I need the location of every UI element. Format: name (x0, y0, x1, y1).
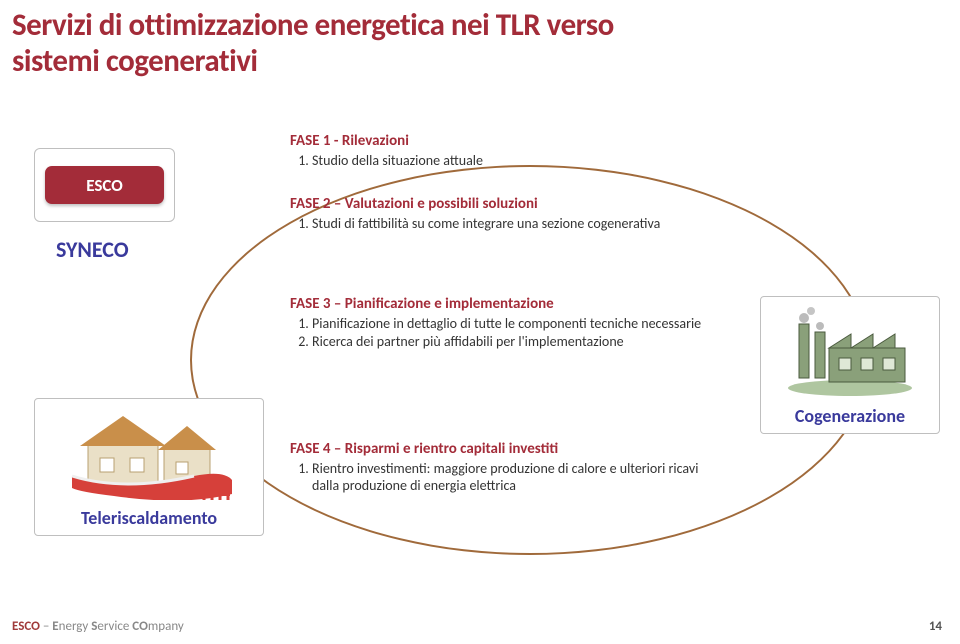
cogenerazione-caption: Cogenerazione (795, 405, 905, 427)
esco-box: ESCO (34, 148, 175, 222)
footer-rest: – Energy Service COmpany (40, 619, 184, 634)
teleriscaldamento-caption: Teleriscaldamento (81, 507, 217, 529)
footer: ESCO – Energy Service COmpany (12, 619, 184, 634)
esco-label: ESCO (45, 166, 164, 204)
phase-1-item-1: Studio della situazione attuale (312, 152, 720, 170)
page-title-line1: Servizi di ottimizzazione energetica nei… (12, 8, 792, 44)
phase-3-item-1: Pianificazione in dettaglio di tutte le … (312, 315, 720, 333)
phase-1-heading: FASE 1 - Rilevazioni (290, 132, 720, 151)
phase-3-heading: FASE 3 – Pianificazione e implementazion… (290, 295, 720, 314)
syneco-label: SYNECO (56, 236, 129, 263)
house-scarf-icon (41, 403, 257, 505)
phase-2: FASE 2 – Valutazioni e possibili soluzio… (290, 195, 720, 233)
phase-3-item-2: Ricerca dei partner più affidabili per l… (312, 333, 720, 351)
phase-4-item-1: Rientro investimenti: maggiore produzion… (312, 460, 720, 495)
phase-4-heading: FASE 4 – Risparmi e rientro capitali inv… (290, 440, 720, 459)
teleriscaldamento-box: Teleriscaldamento (34, 398, 264, 536)
cogenerazione-box: Cogenerazione (760, 296, 940, 434)
phase-4: FASE 4 – Risparmi e rientro capitali inv… (290, 440, 720, 496)
phase-3: FASE 3 – Pianificazione e implementazion… (290, 295, 720, 352)
phase-2-item-1: Studi di fattibilità su come integrare u… (312, 215, 720, 233)
phase-2-heading: FASE 2 – Valutazioni e possibili soluzio… (290, 195, 720, 214)
factory-icon (767, 301, 933, 403)
phase-1: FASE 1 - Rilevazioni Studio della situaz… (290, 132, 720, 170)
page-title-block: Servizi di ottimizzazione energetica nei… (12, 8, 792, 79)
footer-esco: ESCO (12, 619, 40, 634)
page-title-line2: sistemi cogenerativi (12, 44, 792, 80)
page-number: 14 (929, 619, 942, 634)
